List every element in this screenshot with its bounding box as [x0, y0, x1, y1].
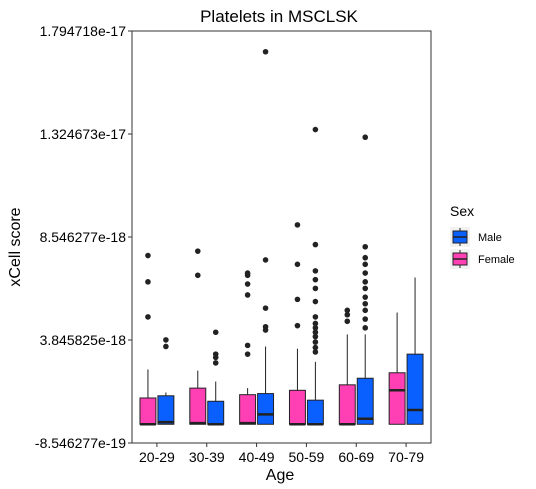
outlier-point: [312, 298, 319, 305]
box-female: [139, 397, 157, 425]
y-tick-label: 1.794718e-17: [40, 23, 127, 39]
box-female: [189, 387, 207, 425]
outlier-point: [312, 339, 319, 345]
x-axis: 20-29 30-39 40-49 50-59 60-69 70-79: [139, 443, 424, 465]
box-female: [288, 389, 306, 425]
x-axis-title: Age: [266, 467, 295, 484]
outlier-point: [312, 126, 319, 133]
x-tick-label: 40-49: [239, 449, 275, 465]
outlier-point: [312, 325, 319, 331]
outlier-point: [344, 318, 351, 325]
outlier-point: [262, 305, 269, 311]
x-tick-label: 50-59: [289, 449, 325, 465]
legend-title: Sex: [450, 203, 474, 219]
outlier-point: [262, 48, 269, 55]
box-male: [406, 353, 424, 425]
outlier-point: [212, 360, 219, 366]
outlier-point: [244, 342, 251, 349]
box-female: [388, 372, 406, 425]
outlier-point: [294, 296, 301, 303]
outlier-point: [362, 270, 369, 276]
box-female: [338, 384, 356, 425]
outlier-point: [362, 243, 369, 250]
outlier-point: [212, 329, 219, 336]
outlier-point: [163, 337, 169, 343]
outlier-point: [312, 320, 319, 327]
box-male: [207, 400, 225, 425]
x-tick-label: 20-29: [139, 449, 175, 465]
outlier-point: [262, 257, 269, 263]
outlier-point: [312, 329, 319, 336]
box-female: [239, 394, 257, 425]
x-tick-label: 60-69: [338, 449, 374, 465]
outlier-point: [194, 272, 201, 279]
outlier-point: [294, 322, 301, 329]
box-male: [356, 377, 374, 425]
outlier-point: [312, 285, 319, 292]
outlier-point: [262, 323, 269, 330]
outlier-point: [362, 261, 369, 268]
outlier-point: [362, 325, 369, 331]
outlier-point: [212, 351, 219, 357]
outlier-point: [344, 307, 351, 314]
outlier-point: [312, 241, 319, 248]
outlier-point: [312, 344, 319, 351]
box-layer: [139, 277, 424, 426]
y-tick-label: 1.324673e-17: [40, 126, 127, 142]
outlier-point: [244, 292, 251, 298]
outlier-point: [344, 311, 351, 318]
box-male: [257, 393, 275, 425]
outlier-point: [194, 248, 201, 254]
y-tick-label: 3.845825e-18: [40, 332, 127, 348]
outlier-point: [362, 254, 369, 261]
outlier-point: [163, 343, 169, 350]
outlier-point: [244, 351, 251, 357]
outlier-point: [362, 316, 369, 322]
x-tick-label: 30-39: [189, 449, 225, 465]
outlier-layer: [145, 48, 369, 366]
outlier-point: [145, 279, 151, 285]
outlier-point: [145, 252, 151, 259]
outlier-point: [312, 276, 319, 283]
y-axis: -8.546277e-19 3.845825e-18 8.546277e-18 1.3…: [35, 23, 132, 451]
outlier-point: [244, 281, 251, 287]
y-tick-label: -8.546277e-19: [35, 435, 126, 451]
outlier-point: [145, 314, 151, 320]
legend: Sex Male Female: [450, 203, 515, 269]
outlier-point: [312, 333, 319, 340]
y-tick-label: 8.546277e-18: [40, 229, 127, 245]
plot-panel: [131, 30, 432, 444]
legend-label: Male: [478, 232, 502, 244]
outlier-point: [312, 349, 319, 355]
outlier-point: [362, 285, 369, 292]
x-tick-label: 70-79: [388, 449, 424, 465]
outlier-point: [312, 314, 319, 320]
outlier-point: [362, 279, 369, 285]
outlier-point: [294, 261, 301, 268]
outlier-point: [294, 222, 301, 228]
box-male: [157, 395, 175, 425]
outlier-point: [312, 268, 319, 274]
outlier-point: [362, 307, 369, 314]
outlier-point: [362, 294, 369, 300]
legend-label: Female: [478, 254, 515, 266]
y-axis-title: xCell score: [7, 207, 24, 286]
outlier-point: [362, 300, 369, 307]
chart-title: Platelets in MSCLSK: [200, 7, 358, 26]
outlier-point: [362, 134, 369, 141]
box-male: [306, 399, 324, 425]
outlier-point: [244, 270, 251, 276]
